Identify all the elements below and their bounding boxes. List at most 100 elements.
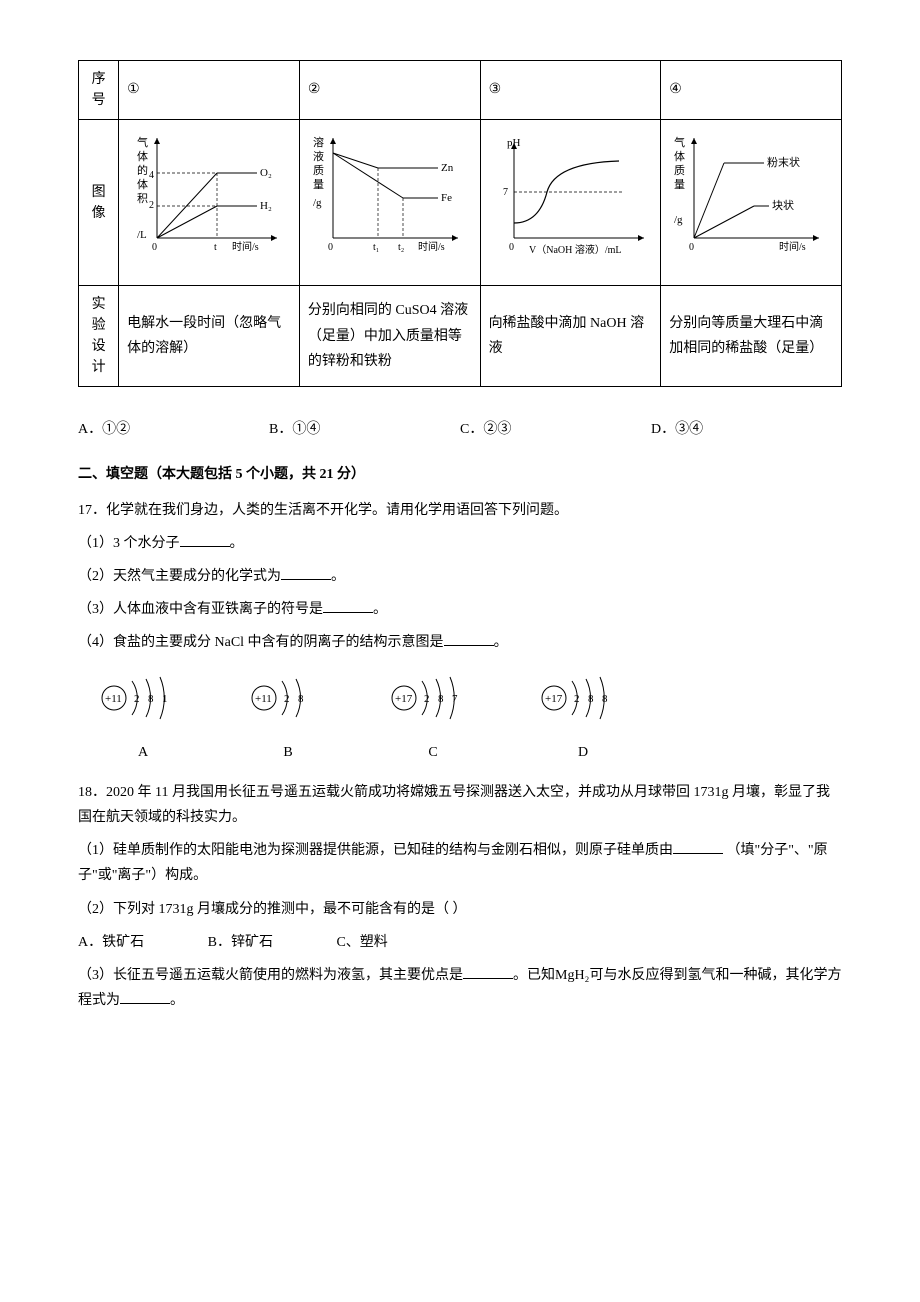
svg-text:质: 质: [674, 164, 685, 177]
svg-text:体: 体: [674, 149, 685, 163]
atom-b-label: B: [248, 740, 328, 765]
svg-text:t: t: [214, 242, 217, 253]
q17-p2: （2）天然气主要成分的化学式为 。: [78, 564, 842, 589]
atom-a: +11 2 8 1 A: [98, 671, 188, 765]
svg-text:时间/s: 时间/s: [232, 240, 259, 253]
svg-text:8: 8: [298, 693, 304, 705]
svg-text:O₂: O₂: [260, 167, 272, 179]
svg-text:溶: 溶: [313, 135, 324, 149]
table-row: 序号 ① ② ③ ④: [79, 61, 842, 120]
q17-p2-text: （2）天然气主要成分的化学式为: [78, 569, 281, 584]
svg-text:1: 1: [162, 693, 168, 705]
svg-text:气: 气: [137, 135, 148, 149]
svg-text:2: 2: [574, 693, 580, 705]
svg-text:8: 8: [588, 693, 594, 705]
atom-diagrams: +11 2 8 1 A +11 2 8 B +17 2 8: [78, 671, 842, 765]
svg-text:积: 积: [137, 192, 148, 205]
atom-c-svg: +17 2 8 7: [388, 671, 478, 726]
table-row: 实验设计 电解水一段时间（忽略气体的溶解） 分别向相同的 CuSO4 溶液（足量…: [79, 286, 842, 387]
svg-text:块状: 块状: [772, 198, 794, 212]
svg-text:7: 7: [503, 187, 508, 198]
svg-text:H₂: H₂: [260, 200, 272, 212]
experiment-table: 序号 ① ② ③ ④ 图像 气 体 的 体 积 /L 4 2 0: [78, 60, 842, 387]
exp-cell-2: 分别向相同的 CuSO4 溶液（足量）中加入质量相等的锌粉和铁粉: [299, 286, 480, 387]
q16-options: A．①② B．①④ C．②③ D．③④: [78, 417, 842, 442]
seq-cell-3: ③: [480, 61, 661, 120]
chart-cell-2: 溶 液 质 量 /g 0 Zn Fe t₁ t₂ 时间/s: [299, 120, 480, 286]
row-header-sequence: 序号: [79, 61, 119, 120]
svg-text:Zn: Zn: [441, 162, 454, 174]
q18-stem: 18．2020 年 11 月我国用长征五号遥五运载火箭成功将嫦娥五号探测器送入太…: [78, 780, 842, 830]
svg-text:质: 质: [313, 164, 324, 177]
atom-d-svg: +17 2 8 8: [538, 671, 628, 726]
q18-p1-a: （1）硅单质制作的太阳能电池为探测器提供能源，已知硅的结构与金刚石相似，则原子硅…: [78, 843, 673, 858]
atom-b: +11 2 8 B: [248, 671, 328, 765]
svg-text:4: 4: [149, 170, 154, 181]
blank: [180, 533, 230, 547]
svg-text:体: 体: [137, 149, 148, 163]
svg-text:+17: +17: [395, 693, 413, 705]
svg-text:+11: +11: [105, 693, 122, 705]
chart-4: 气 体 质 量 /g 0 粉末状 块状 时间/s: [669, 128, 829, 268]
q17-stem: 17．化学就在我们身边，人类的生活离不开化学。请用化学用语回答下列问题。: [78, 498, 842, 523]
atom-d-label: D: [538, 740, 628, 765]
svg-text:8: 8: [438, 693, 444, 705]
svg-text:/g: /g: [674, 214, 683, 226]
svg-text:时间/s: 时间/s: [779, 240, 806, 253]
blank: [323, 599, 373, 613]
blank: [444, 632, 494, 646]
blank: [463, 965, 513, 979]
q17-p4-end: 。: [494, 635, 508, 650]
chart-cell-3: pH 7 0 V（NaOH 溶液）/mL: [480, 120, 661, 286]
svg-text:7: 7: [452, 693, 458, 705]
exp-cell-4: 分别向等质量大理石中滴加相同的稀盐酸（足量）: [661, 286, 842, 387]
choice-a: A．铁矿石: [78, 930, 144, 955]
svg-text:2: 2: [284, 693, 290, 705]
svg-text:0: 0: [689, 242, 694, 253]
seq-cell-2: ②: [299, 61, 480, 120]
svg-text:量: 量: [674, 178, 685, 191]
chart-cell-4: 气 体 质 量 /g 0 粉末状 块状 时间/s: [661, 120, 842, 286]
q17-p2-end: 。: [331, 569, 345, 584]
svg-text:8: 8: [602, 693, 608, 705]
q18-p3-c: 。: [170, 993, 184, 1008]
svg-text:2: 2: [149, 200, 154, 211]
section-2-title: 二、填空题（本大题包括 5 个小题，共 21 分）: [78, 462, 842, 487]
svg-text:气: 气: [674, 135, 685, 149]
chart-1: 气 体 的 体 积 /L 4 2 0 O₂ H₂: [127, 128, 287, 268]
exp-cell-3: 向稀盐酸中滴加 NaOH 溶液: [480, 286, 661, 387]
svg-text:V（NaOH 溶液）/mL: V（NaOH 溶液）/mL: [529, 243, 622, 256]
seq-cell-4: ④: [661, 61, 842, 120]
svg-text:+11: +11: [255, 693, 272, 705]
q18-p1: （1）硅单质制作的太阳能电池为探测器提供能源，已知硅的结构与金刚石相似，则原子硅…: [78, 838, 842, 888]
svg-text:2: 2: [424, 693, 430, 705]
q18-p2: （2）下列对 1731g 月壤成分的推测中，最不可能含有的是（ ）: [78, 897, 842, 922]
q18-p3-a: （3）长征五号遥五运载火箭使用的燃料为液氢，其主要优点是: [78, 968, 463, 983]
blank: [120, 990, 170, 1004]
atom-a-label: A: [98, 740, 188, 765]
svg-text:t₂: t₂: [398, 242, 404, 253]
row-header-image: 图像: [79, 120, 119, 286]
svg-text:2: 2: [134, 693, 140, 705]
choice-b: B．锌矿石: [208, 930, 273, 955]
row-header-experiment: 实验设计: [79, 286, 119, 387]
atom-c-label: C: [388, 740, 478, 765]
svg-text:/L: /L: [137, 229, 147, 241]
chart-3: pH 7 0 V（NaOH 溶液）/mL: [489, 128, 649, 268]
blank: [281, 566, 331, 580]
chart-2: 溶 液 质 量 /g 0 Zn Fe t₁ t₂ 时间/s: [308, 128, 468, 268]
svg-text:/g: /g: [313, 197, 322, 209]
q18-p2-choices: A．铁矿石 B．锌矿石 C、塑料: [78, 930, 842, 955]
atom-a-svg: +11 2 8 1: [98, 671, 188, 726]
q17-p3: （3）人体血液中含有亚铁离子的符号是。: [78, 597, 842, 622]
svg-text:0: 0: [509, 242, 514, 253]
q17-p3-end: 。: [373, 602, 387, 617]
q17-p4-text: （4）食盐的主要成分 NaCl 中含有的阴离子的结构示意图是: [78, 635, 444, 650]
atom-b-svg: +11 2 8: [248, 671, 328, 726]
q18-p3: （3）长征五号遥五运载火箭使用的燃料为液氢，其主要优点是。已知MgH₂可与水反应…: [78, 963, 842, 1013]
svg-text:Fe: Fe: [441, 192, 452, 204]
blank: [673, 840, 723, 854]
option-a: A．①②: [78, 417, 269, 442]
svg-text:的: 的: [137, 163, 148, 177]
svg-text:0: 0: [328, 242, 333, 253]
